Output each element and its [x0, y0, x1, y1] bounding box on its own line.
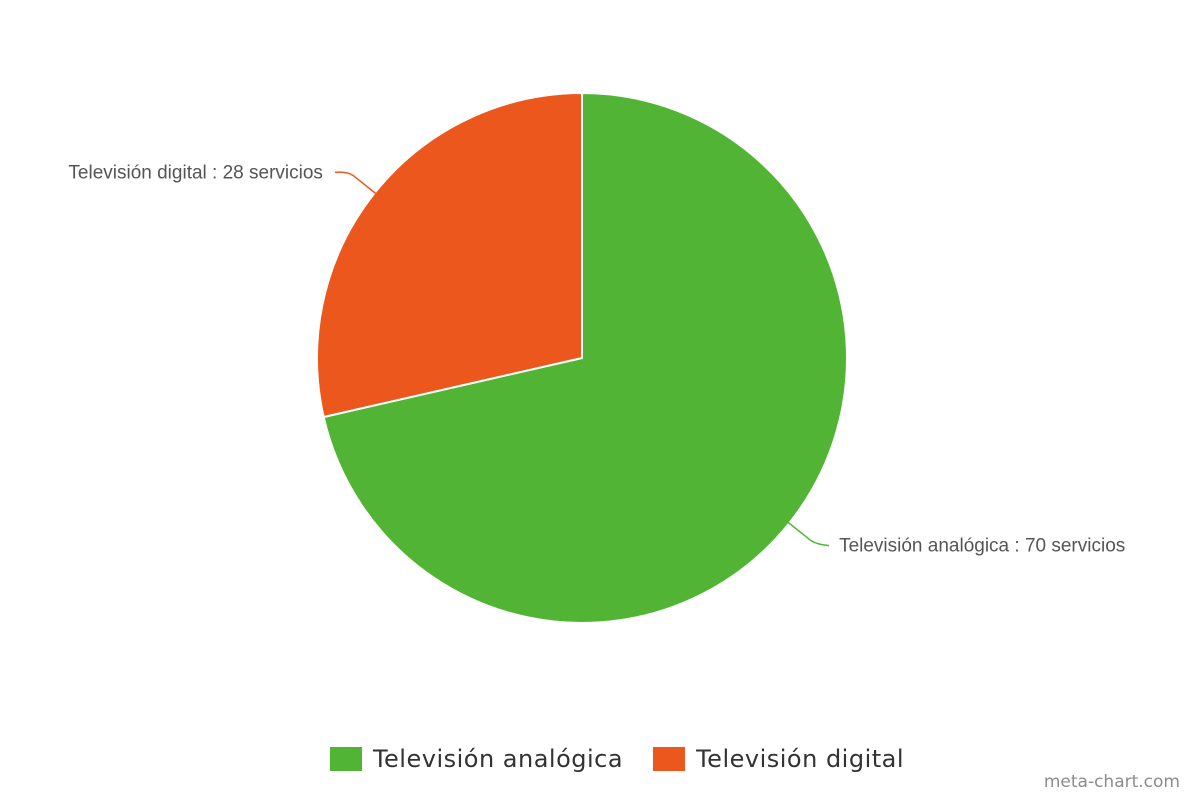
legend-label-digital: Televisión digital	[696, 745, 905, 773]
legend-item-digital[interactable]: Televisión digital	[653, 745, 904, 773]
pie-slice-labels: Televisión analógica : 70 servicios Telev…	[68, 162, 1125, 556]
watermark-text: meta-chart.com	[1043, 772, 1180, 792]
slice-label-digital: Televisión digital : 28 servicios	[68, 162, 323, 183]
legend-swatch-digital	[653, 747, 686, 771]
pie-label-connectors	[334, 171, 830, 547]
legend-item-analog[interactable]: Televisión analógica	[329, 745, 624, 773]
legend-swatch-analog	[329, 747, 362, 771]
legend: Televisión analógica Televisión digital	[17, 745, 1200, 773]
legend-label-analog: Televisión analógica	[372, 745, 624, 773]
label-connector-analog	[786, 520, 830, 547]
pie-slices	[316, 92, 848, 624]
slice-label-analog: Televisión analógica : 70 servicios	[839, 536, 1125, 557]
label-connector-digital	[334, 171, 378, 196]
